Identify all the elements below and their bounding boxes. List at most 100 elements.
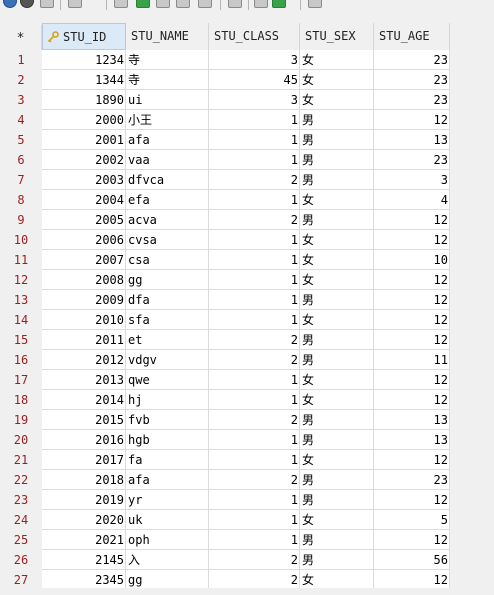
cell-stu-name[interactable]: vdgv [126, 350, 209, 370]
cell-stu-id[interactable]: 2000 [42, 110, 126, 130]
cell-stu-name[interactable]: ui [126, 90, 209, 110]
cell-stu-class[interactable]: 2 [209, 350, 300, 370]
cell-stu-sex[interactable]: 男 [300, 350, 374, 370]
table-row[interactable]: 7 2003 dfvca 2 男 3 [0, 170, 494, 190]
cell-stu-class[interactable]: 1 [209, 290, 300, 310]
table-row[interactable]: 22 2018 afa 2 男 23 [0, 470, 494, 490]
cell-stu-name[interactable]: efa [126, 190, 209, 210]
cell-stu-class[interactable]: 1 [209, 230, 300, 250]
cell-stu-id[interactable]: 2004 [42, 190, 126, 210]
row-number[interactable]: 6 [0, 150, 42, 170]
table-row[interactable]: 26 2145 入 2 男 56 [0, 550, 494, 570]
cell-stu-name[interactable]: hj [126, 390, 209, 410]
cell-stu-class[interactable]: 1 [209, 110, 300, 130]
cell-stu-id[interactable]: 2007 [42, 250, 126, 270]
cell-stu-class[interactable]: 1 [209, 370, 300, 390]
row-number[interactable]: 8 [0, 190, 42, 210]
row-number[interactable]: 15 [0, 330, 42, 350]
commit-icon[interactable] [254, 0, 268, 8]
row-number[interactable]: 23 [0, 490, 42, 510]
table-row[interactable]: 16 2012 vdgv 2 男 11 [0, 350, 494, 370]
cell-stu-class[interactable]: 1 [209, 250, 300, 270]
cell-stu-class[interactable]: 1 [209, 390, 300, 410]
cell-stu-age[interactable]: 56 [374, 550, 450, 570]
cell-stu-class[interactable]: 2 [209, 570, 300, 590]
edit-icon[interactable] [68, 0, 82, 8]
cell-stu-sex[interactable]: 男 [300, 470, 374, 490]
column-header-stu-sex[interactable]: STU_SEX [300, 23, 374, 50]
cell-stu-id[interactable]: 2006 [42, 230, 126, 250]
cell-stu-sex[interactable]: 男 [300, 550, 374, 570]
disconnect-icon[interactable] [20, 0, 34, 8]
cell-stu-name[interactable]: 寺 [126, 70, 209, 90]
column-header-stu-name[interactable]: STU_NAME [126, 23, 209, 50]
cell-stu-id[interactable]: 1890 [42, 90, 126, 110]
row-number[interactable]: 12 [0, 270, 42, 290]
cell-stu-class[interactable]: 1 [209, 150, 300, 170]
cell-stu-id[interactable]: 2009 [42, 290, 126, 310]
cell-stu-id[interactable]: 1344 [42, 70, 126, 90]
row-number[interactable]: 25 [0, 530, 42, 550]
row-number[interactable]: 14 [0, 310, 42, 330]
cell-stu-id[interactable]: 2018 [42, 470, 126, 490]
cell-stu-class[interactable]: 1 [209, 130, 300, 150]
table-row[interactable]: 6 2002 vaa 1 男 23 [0, 150, 494, 170]
column-header-stu-id[interactable]: STU_ID [42, 23, 126, 50]
table-row[interactable]: 13 2009 dfa 1 男 12 [0, 290, 494, 310]
cell-stu-class[interactable]: 2 [209, 210, 300, 230]
table-row[interactable]: 17 2013 qwe 1 女 12 [0, 370, 494, 390]
cell-stu-id[interactable]: 2345 [42, 570, 126, 590]
table-row[interactable]: 20 2016 hgb 1 男 13 [0, 430, 494, 450]
row-number[interactable]: 3 [0, 90, 42, 110]
cell-stu-sex[interactable]: 男 [300, 210, 374, 230]
cell-stu-class[interactable]: 1 [209, 430, 300, 450]
cell-stu-name[interactable]: qwe [126, 370, 209, 390]
cell-stu-id[interactable]: 2020 [42, 510, 126, 530]
row-number[interactable]: 4 [0, 110, 42, 130]
cell-stu-age[interactable]: 12 [374, 370, 450, 390]
cell-stu-id[interactable]: 2010 [42, 310, 126, 330]
cell-stu-sex[interactable]: 男 [300, 170, 374, 190]
cell-stu-age[interactable]: 12 [374, 230, 450, 250]
cell-stu-age[interactable]: 12 [374, 390, 450, 410]
cell-stu-age[interactable]: 12 [374, 450, 450, 470]
cell-stu-id[interactable]: 2017 [42, 450, 126, 470]
cell-stu-name[interactable]: et [126, 330, 209, 350]
cell-stu-name[interactable]: 小王 [126, 110, 209, 130]
row-number[interactable]: 19 [0, 410, 42, 430]
row-number[interactable]: 2 [0, 70, 42, 90]
cell-stu-class[interactable]: 1 [209, 270, 300, 290]
cell-stu-id[interactable]: 1234 [42, 50, 126, 70]
cell-stu-name[interactable]: 寺 [126, 50, 209, 70]
cell-stu-age[interactable]: 5 [374, 510, 450, 530]
cell-stu-id[interactable]: 2002 [42, 150, 126, 170]
cell-stu-age[interactable]: 23 [374, 470, 450, 490]
table-row[interactable]: 8 2004 efa 1 女 4 [0, 190, 494, 210]
cell-stu-sex[interactable]: 女 [300, 390, 374, 410]
cell-stu-sex[interactable]: 女 [300, 250, 374, 270]
table-row[interactable]: 19 2015 fvb 2 男 13 [0, 410, 494, 430]
cell-stu-id[interactable]: 2014 [42, 390, 126, 410]
cell-stu-sex[interactable]: 女 [300, 90, 374, 110]
cell-stu-id[interactable]: 2008 [42, 270, 126, 290]
add-record-icon[interactable] [136, 0, 150, 8]
cell-stu-name[interactable]: afa [126, 470, 209, 490]
cell-stu-id[interactable]: 2003 [42, 170, 126, 190]
cell-stu-sex[interactable]: 女 [300, 450, 374, 470]
cell-stu-age[interactable]: 10 [374, 250, 450, 270]
table-row[interactable]: 3 1890 ui 3 女 23 [0, 90, 494, 110]
table-row[interactable]: 21 2017 fa 1 女 12 [0, 450, 494, 470]
cell-stu-class[interactable]: 1 [209, 490, 300, 510]
row-number[interactable]: 24 [0, 510, 42, 530]
cell-stu-sex[interactable]: 男 [300, 490, 374, 510]
cell-stu-sex[interactable]: 男 [300, 410, 374, 430]
cell-stu-name[interactable]: fa [126, 450, 209, 470]
post-icon[interactable] [272, 0, 286, 8]
table-row[interactable]: 4 2000 小王 1 男 12 [0, 110, 494, 130]
cell-stu-class[interactable]: 1 [209, 510, 300, 530]
refresh-icon[interactable] [198, 0, 212, 8]
table-row[interactable]: 10 2006 cvsa 1 女 12 [0, 230, 494, 250]
cell-stu-name[interactable]: csa [126, 250, 209, 270]
cell-stu-age[interactable]: 23 [374, 90, 450, 110]
row-number[interactable]: 10 [0, 230, 42, 250]
